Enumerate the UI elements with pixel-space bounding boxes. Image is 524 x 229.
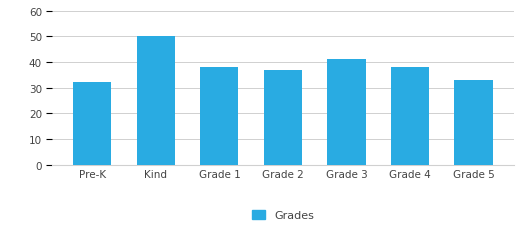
Bar [454,81,493,165]
Bar [328,60,366,165]
Bar [391,68,429,165]
Bar [264,70,302,165]
Bar [137,37,175,165]
Bar [73,83,112,165]
Bar [200,68,238,165]
Legend: Grades: Grades [248,207,318,224]
